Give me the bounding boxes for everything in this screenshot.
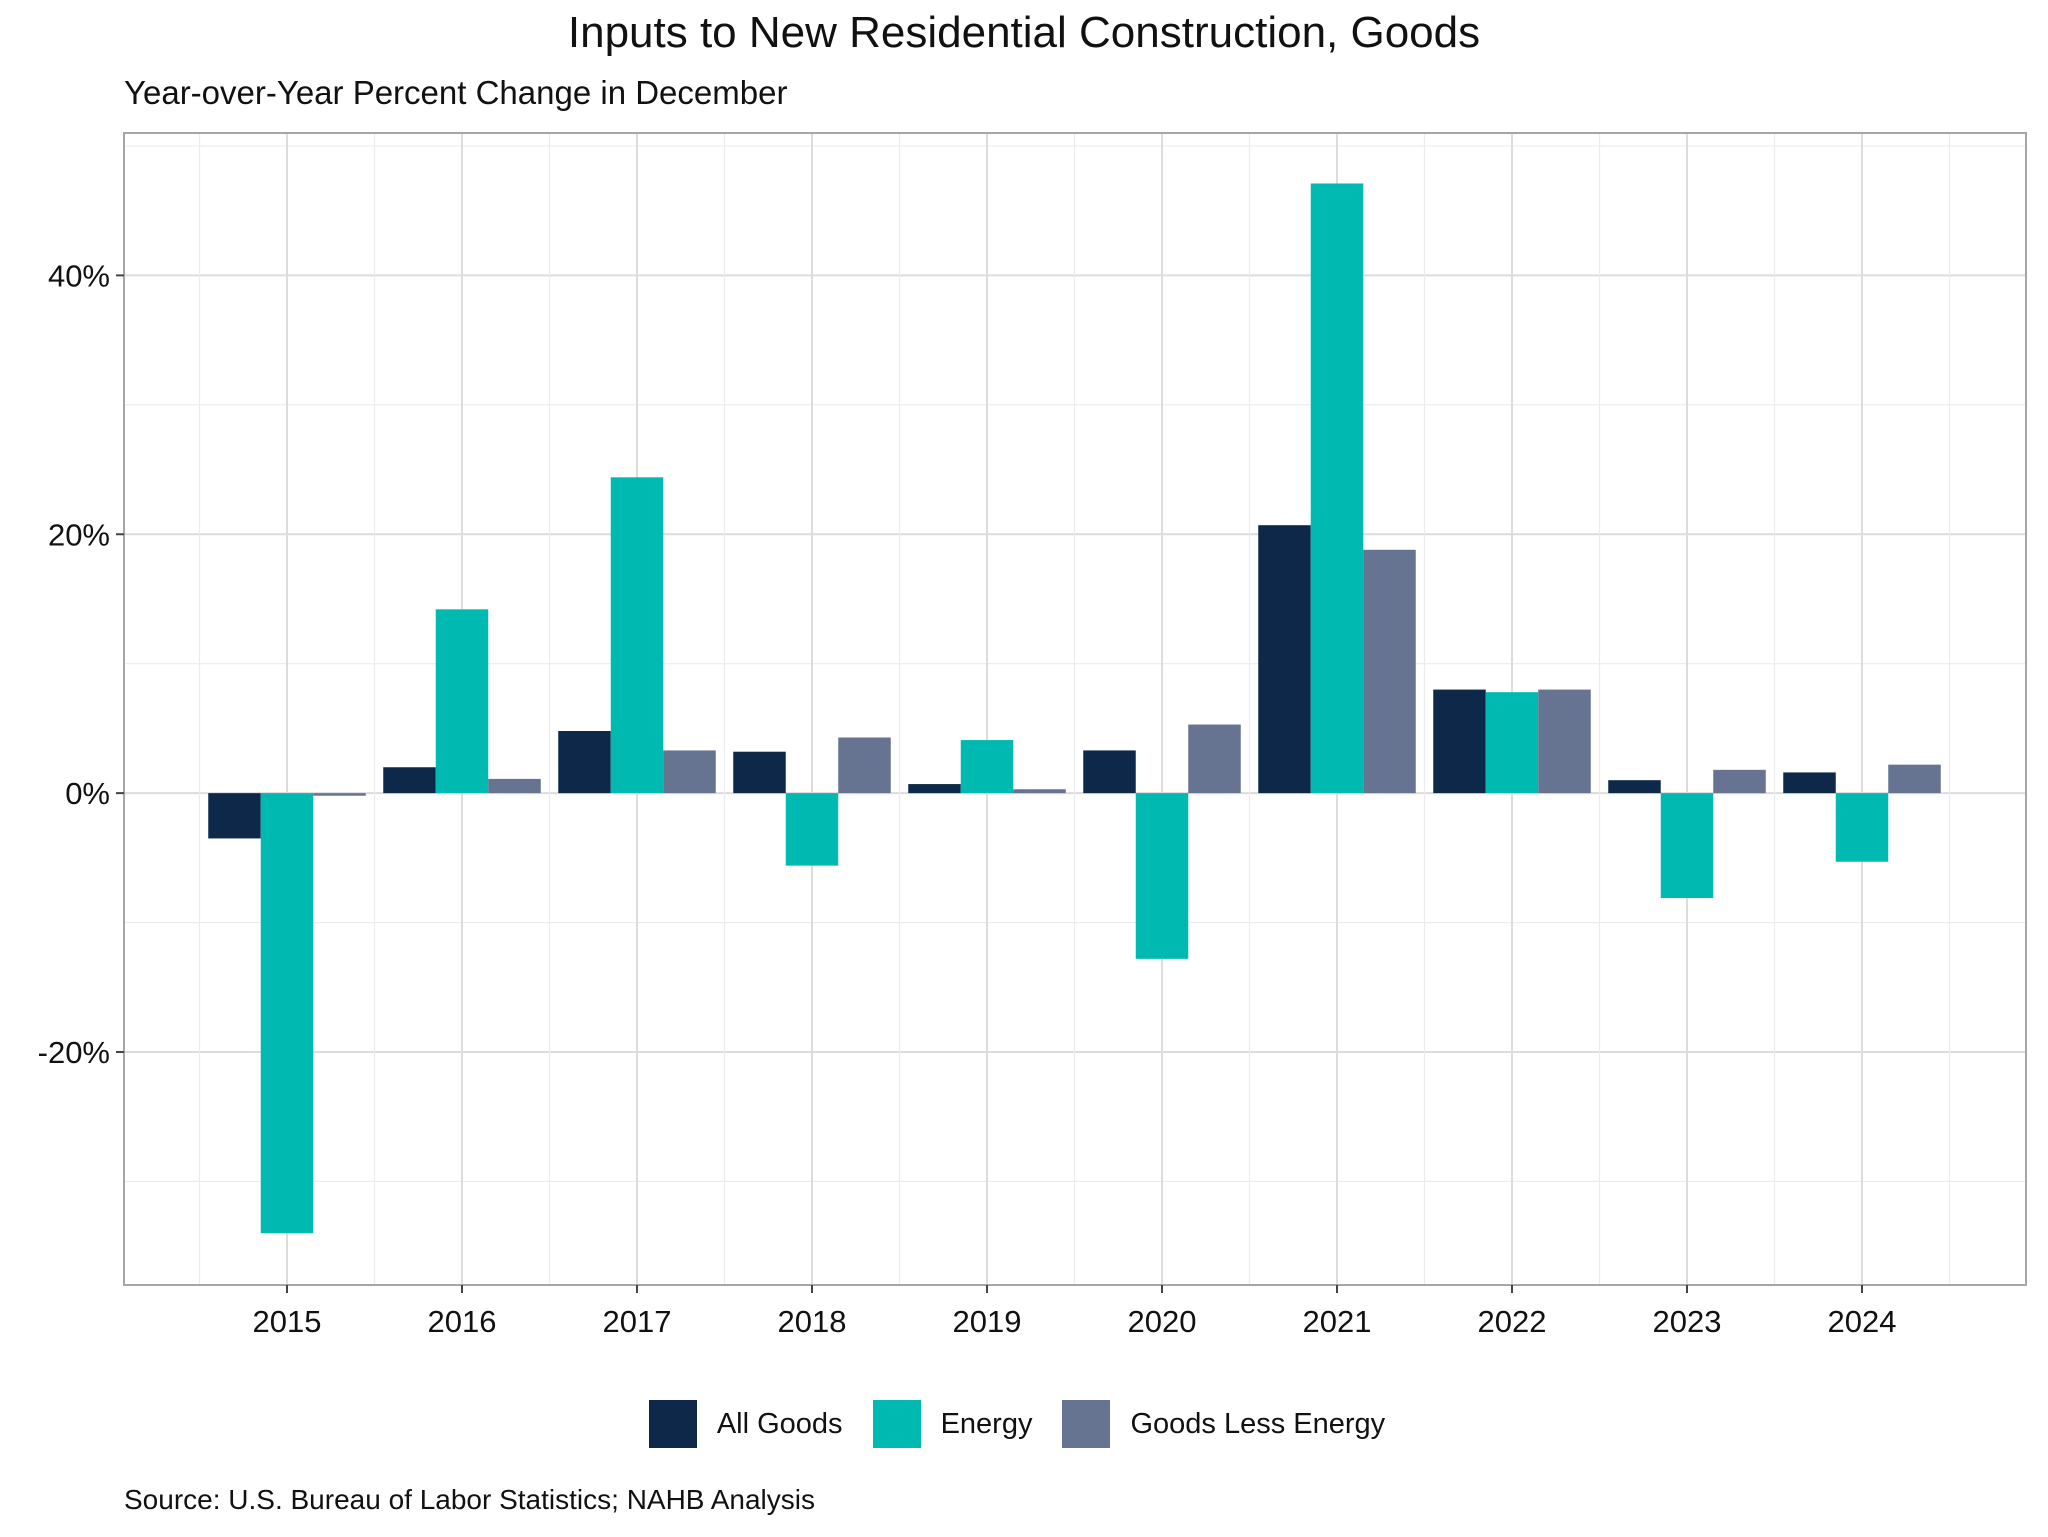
x-tick-label: 2017 [603, 1304, 672, 1339]
legend-key [1062, 1400, 1111, 1448]
bar-all-goods-2016 [383, 767, 436, 794]
y-tick-label: 40% [48, 258, 110, 293]
legend-key [648, 1400, 697, 1448]
bar-all-goods-2023 [1608, 780, 1661, 794]
chart-title: Inputs to New Residential Construction, … [567, 8, 1481, 57]
bar-all-goods-2019 [908, 784, 961, 794]
source-note: Source: U.S. Bureau of Labor Statistics;… [124, 1484, 815, 1515]
bar-energy-2018 [785, 793, 839, 866]
bar-goods-less-energy-2018 [838, 737, 891, 794]
y-axis-ticks: -20% 0% 20% 40% [38, 258, 124, 1070]
bar-energy-2020 [1135, 793, 1189, 959]
bar-goods-less-energy-2015 [313, 793, 366, 796]
x-tick-label: 2015 [253, 1304, 322, 1339]
grid-lines [124, 133, 2026, 1285]
bar-goods-less-energy-2024 [1888, 764, 1941, 794]
bar-all-goods-2022 [1433, 689, 1486, 794]
y-tick-label: -20% [38, 1035, 110, 1070]
plot-border [123, 132, 2027, 1286]
bar-all-goods-2024 [1783, 772, 1836, 794]
bar-energy-2022 [1485, 692, 1539, 794]
bar-energy-2021 [1310, 183, 1364, 794]
bar-energy-2017 [610, 477, 664, 794]
bars [208, 183, 1941, 1234]
y-tick-label: 20% [48, 517, 110, 552]
x-axis-ticks: 2015 2016 2017 2018 2019 2020 2021 2022 2023 2024 [253, 1285, 1897, 1339]
bar-goods-less-energy-2019 [1013, 789, 1066, 794]
legend-key [872, 1400, 921, 1448]
x-tick-label: 2016 [428, 1304, 497, 1339]
bar-energy-2024 [1835, 793, 1889, 862]
chart-subtitle: Year-over-Year Percent Change in Decembe… [124, 74, 788, 111]
bar-energy-2019 [960, 740, 1014, 794]
legend-label: All Goods [716, 1407, 843, 1440]
legend-item: Goods Less Energy [1062, 1400, 1399, 1448]
bar-all-goods-2015 [208, 793, 261, 839]
bar-all-goods-2017 [558, 731, 611, 794]
bar-goods-less-energy-2023 [1713, 769, 1766, 794]
legend-item: All Goods [648, 1400, 857, 1448]
x-tick-label: 2021 [1303, 1304, 1372, 1339]
bar-all-goods-2020 [1083, 750, 1136, 794]
legend-item: Energy [872, 1400, 1047, 1448]
bar-goods-less-energy-2017 [663, 750, 716, 794]
x-tick-label: 2019 [953, 1304, 1022, 1339]
bar-all-goods-2018 [733, 751, 786, 794]
legend-label: Goods Less Energy [1130, 1407, 1386, 1440]
x-tick-label: 2024 [1828, 1304, 1897, 1339]
bar-energy-2016 [435, 609, 489, 794]
bar-energy-2015 [260, 793, 314, 1234]
bar-goods-less-energy-2016 [488, 778, 541, 794]
bar-goods-less-energy-2020 [1188, 724, 1241, 794]
bar-goods-less-energy-2021 [1363, 549, 1416, 794]
bar-energy-2023 [1660, 793, 1714, 898]
bar-all-goods-2021 [1258, 525, 1311, 794]
x-tick-label: 2023 [1653, 1304, 1722, 1339]
x-tick-label: 2020 [1128, 1304, 1197, 1339]
bar-goods-less-energy-2022 [1538, 689, 1591, 794]
y-tick-label: 0% [65, 776, 110, 811]
legend-label: Energy [940, 1407, 1033, 1440]
legend: All Goods Energy Goods Less Energy [0, 1400, 2048, 1448]
x-tick-label: 2018 [778, 1304, 847, 1339]
x-tick-label: 2022 [1478, 1304, 1547, 1339]
